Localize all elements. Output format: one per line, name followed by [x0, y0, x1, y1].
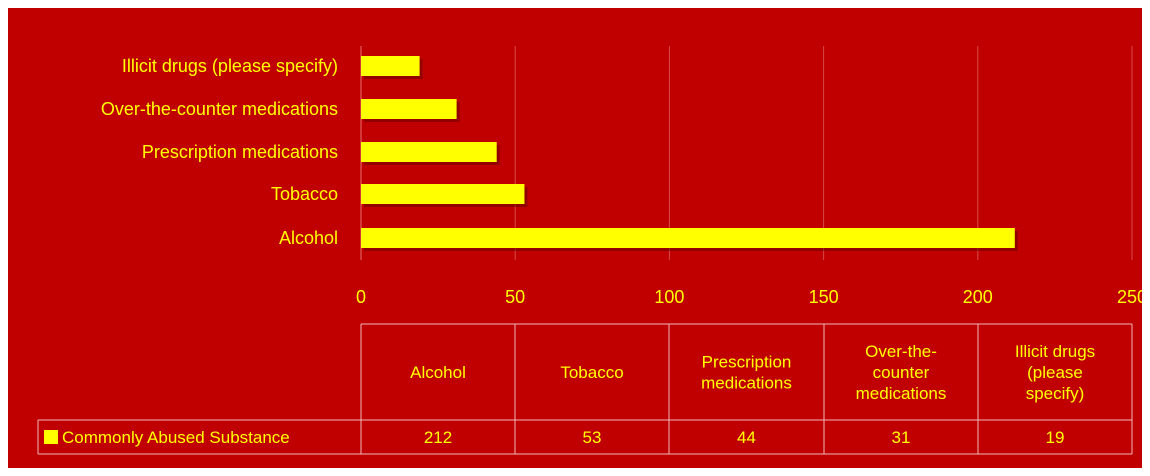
table-value: 19	[1046, 428, 1065, 447]
x-tick-label: 100	[654, 287, 684, 307]
category-label: Prescription medications	[142, 142, 338, 162]
chart-area: Alcohol Tobacco Prescription medications Ov…	[8, 8, 1147, 468]
table-header-label: (please	[1027, 363, 1083, 382]
table-header-label: Alcohol	[410, 363, 466, 382]
table-value: 31	[892, 428, 911, 447]
category-label: Alcohol	[279, 228, 338, 248]
x-tick-label: 150	[809, 287, 839, 307]
table-header-label: Prescription	[702, 353, 792, 372]
table-value: 53	[583, 428, 602, 447]
category-label: Over-the-counter medications	[101, 99, 338, 119]
table-value: 212	[424, 428, 452, 447]
x-tick-label: 250	[1117, 287, 1142, 307]
bar	[361, 142, 497, 162]
category-label: Illicit drugs (please specify)	[122, 56, 338, 76]
table-header-label: Tobacco	[560, 363, 623, 382]
table-header-label: Over-the-	[865, 342, 937, 361]
table-header-label: specify)	[1026, 384, 1085, 403]
category-label: Tobacco	[271, 184, 338, 204]
x-tick-label: 200	[963, 287, 993, 307]
category-labels: Alcohol Tobacco Prescription medications Ov…	[101, 56, 338, 248]
bar	[361, 99, 457, 119]
table-header-label: Illicit drugs	[1015, 342, 1095, 361]
x-tick-label: 50	[505, 287, 525, 307]
table-header-label: medications	[701, 374, 792, 393]
bar	[361, 56, 420, 76]
x-tick-label: 0	[356, 287, 366, 307]
bar	[361, 228, 1015, 248]
x-axis-tick-labels: 0 50 100 150 200 250	[356, 287, 1147, 307]
legend-key	[44, 430, 58, 444]
bar	[361, 184, 525, 204]
table-value: 44	[737, 428, 756, 447]
table-header-label: medications	[856, 384, 947, 403]
table-header-label: counter	[873, 363, 930, 382]
data-table: Alcohol 212 Tobacco 53 Prescription medicatio…	[37, 323, 1133, 455]
bars	[361, 56, 1018, 251]
legend-series-name: Commonly Abused Substance	[62, 428, 290, 447]
bar-chart: Alcohol Tobacco Prescription medications Ov…	[8, 8, 1147, 468]
